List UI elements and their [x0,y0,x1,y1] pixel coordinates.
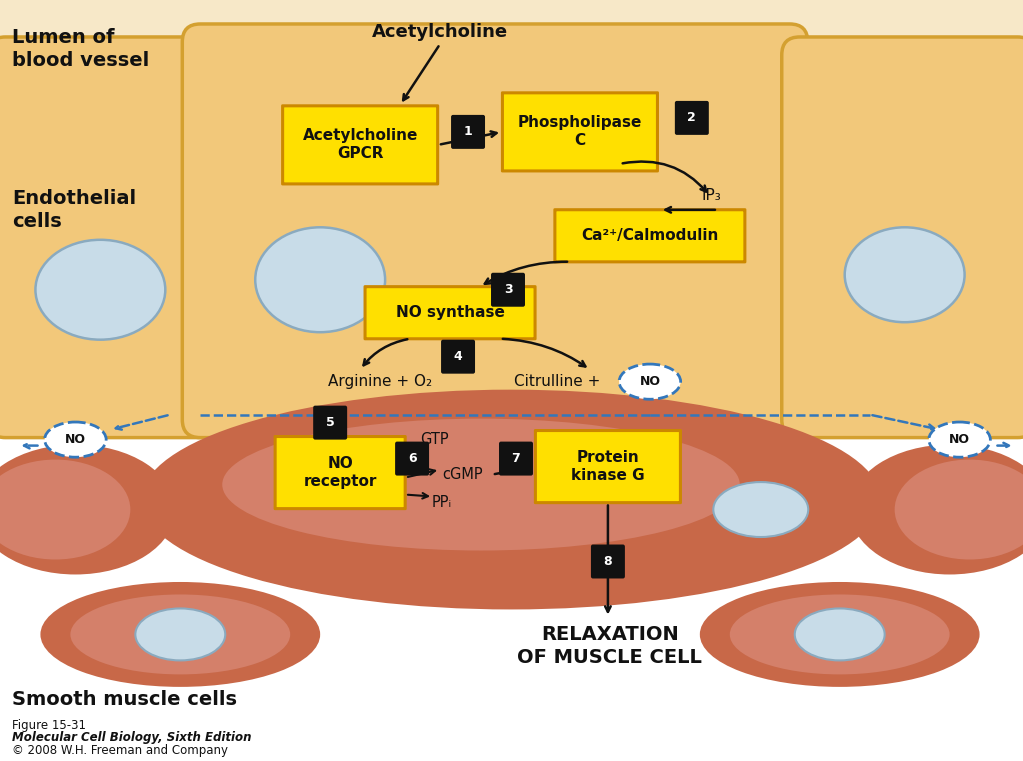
FancyBboxPatch shape [275,437,405,508]
Ellipse shape [895,460,1023,559]
Text: NO
receptor: NO receptor [304,456,376,489]
Text: 4: 4 [453,350,462,363]
FancyBboxPatch shape [395,441,429,476]
Text: Figure 15-31: Figure 15-31 [12,719,87,732]
Text: NO synthase: NO synthase [396,305,504,320]
FancyBboxPatch shape [182,24,808,438]
Text: © 2008 W.H. Freeman and Company: © 2008 W.H. Freeman and Company [12,744,228,757]
Text: 6: 6 [408,452,416,465]
Bar [0,0,1023,425]
Text: Ca²⁺/Calmodulin: Ca²⁺/Calmodulin [581,228,718,244]
Text: 2: 2 [687,111,697,124]
Ellipse shape [850,444,1023,575]
Text: Acetylcholine
GPCR: Acetylcholine GPCR [303,129,417,161]
Text: 7: 7 [512,452,521,465]
Ellipse shape [700,582,980,687]
Ellipse shape [619,364,680,400]
FancyBboxPatch shape [499,441,533,476]
FancyBboxPatch shape [675,101,709,135]
Text: PPᵢ: PPᵢ [432,495,452,510]
Text: NO: NO [64,433,86,446]
Text: 3: 3 [503,283,513,296]
FancyBboxPatch shape [441,339,475,374]
Text: Phospholipase
C: Phospholipase C [518,116,642,148]
Ellipse shape [0,444,175,575]
Text: RELAXATION: RELAXATION [541,625,679,644]
FancyBboxPatch shape [0,37,218,438]
Ellipse shape [845,228,965,322]
Ellipse shape [0,460,130,559]
Ellipse shape [713,482,808,537]
Text: 8: 8 [604,555,612,568]
Ellipse shape [795,609,885,661]
FancyBboxPatch shape [782,37,1023,438]
Ellipse shape [36,240,166,339]
Text: cGMP: cGMP [442,467,483,482]
FancyBboxPatch shape [282,106,438,184]
Ellipse shape [71,594,291,674]
FancyBboxPatch shape [591,545,625,578]
Text: Lumen of
blood vessel: Lumen of blood vessel [12,28,149,71]
Ellipse shape [255,228,385,333]
Text: Acetylcholine: Acetylcholine [372,23,508,41]
Text: NO: NO [639,375,661,388]
Text: Arginine + O₂: Arginine + O₂ [328,374,432,389]
FancyBboxPatch shape [313,406,347,440]
Text: OF MUSCLE CELL: OF MUSCLE CELL [518,648,703,667]
Text: NO: NO [949,433,970,446]
Text: IP₃: IP₃ [702,188,721,203]
FancyBboxPatch shape [491,272,525,307]
Ellipse shape [729,594,949,674]
Text: Smooth muscle cells: Smooth muscle cells [12,690,237,709]
FancyBboxPatch shape [451,115,485,149]
Text: Protein
kinase G: Protein kinase G [571,450,644,483]
Text: Endothelial
cells: Endothelial cells [12,189,137,231]
FancyBboxPatch shape [535,431,680,502]
FancyBboxPatch shape [502,93,658,171]
Text: 1: 1 [463,126,473,139]
Text: 5: 5 [325,416,335,429]
Ellipse shape [41,582,320,687]
Ellipse shape [929,422,990,457]
FancyBboxPatch shape [554,210,745,262]
FancyBboxPatch shape [365,287,535,339]
Text: Molecular Cell Biology, Sixth Edition: Molecular Cell Biology, Sixth Edition [12,731,252,744]
Text: GTP: GTP [420,432,449,447]
Ellipse shape [141,390,881,610]
Ellipse shape [135,609,225,661]
Ellipse shape [222,419,740,550]
Text: Citrulline +: Citrulline + [515,374,606,389]
Ellipse shape [45,422,106,457]
